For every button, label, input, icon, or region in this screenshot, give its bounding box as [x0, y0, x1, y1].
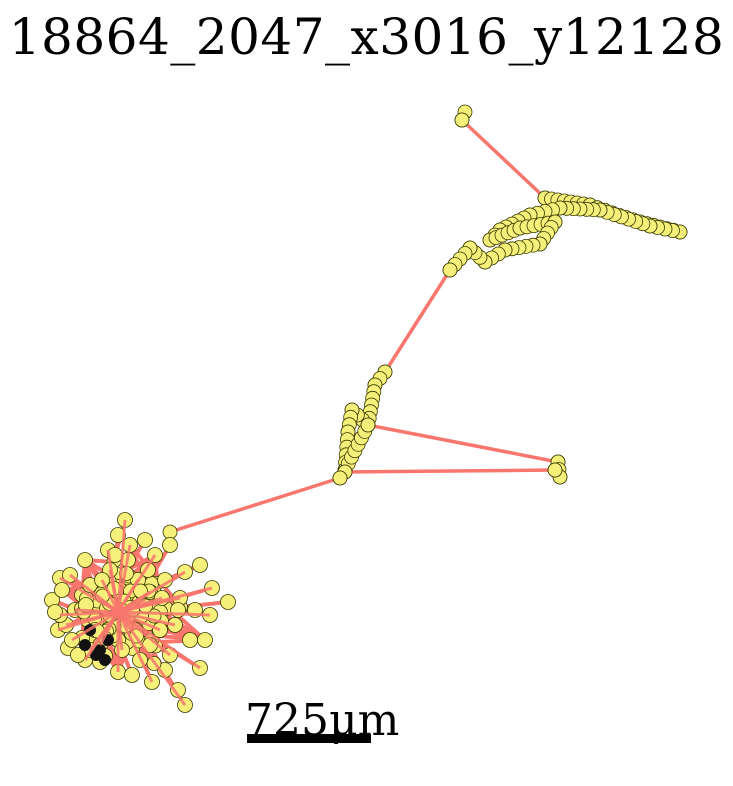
cluster-segment [116, 611, 124, 651]
cluster-segment [116, 579, 140, 613]
cluster-overlay-lines [57, 519, 213, 706]
cluster-core-point [79, 639, 91, 651]
track-point [197, 632, 213, 648]
track-point [162, 537, 178, 553]
cluster-segment [116, 611, 187, 706]
track-point [54, 582, 70, 598]
track-point [110, 527, 126, 543]
cluster-segment [116, 611, 154, 683]
track-point [182, 632, 198, 648]
track-point [360, 417, 376, 433]
track-point [70, 647, 86, 663]
cluster-segment [117, 590, 151, 614]
cluster-segment [116, 544, 132, 613]
cluster-core-point [90, 649, 102, 661]
track-point [162, 524, 178, 540]
cluster-segment [69, 573, 119, 614]
track-point [77, 552, 93, 568]
cluster-segment [71, 610, 119, 642]
track-point [332, 470, 348, 486]
cluster-segment [116, 519, 127, 613]
track-point [454, 112, 470, 128]
scale-bar [247, 734, 371, 743]
cluster-segment [117, 610, 211, 617]
cluster-segment [117, 596, 163, 614]
track-point [47, 604, 63, 620]
track-point [220, 594, 236, 610]
cluster-segment [117, 610, 161, 632]
cluster-segment [116, 610, 137, 632]
track-point [137, 532, 153, 548]
cluster-segment [100, 579, 120, 613]
track-point [547, 462, 563, 478]
cluster-segment [59, 610, 119, 617]
chart-title: 18864_2047_x3016_y12128 [8, 8, 725, 66]
cluster-segment [88, 611, 120, 651]
cluster-segment [65, 610, 119, 627]
cluster-segment [117, 610, 201, 670]
track-point [192, 557, 208, 573]
track-segment [168, 110, 682, 534]
cluster-core-point [99, 654, 111, 666]
track-point [124, 667, 140, 683]
cluster-segment [117, 610, 176, 627]
track-points [44, 104, 688, 713]
scale-bar-label: 725μm [245, 695, 400, 746]
cluster-segment [108, 569, 120, 613]
track-point [442, 262, 458, 278]
